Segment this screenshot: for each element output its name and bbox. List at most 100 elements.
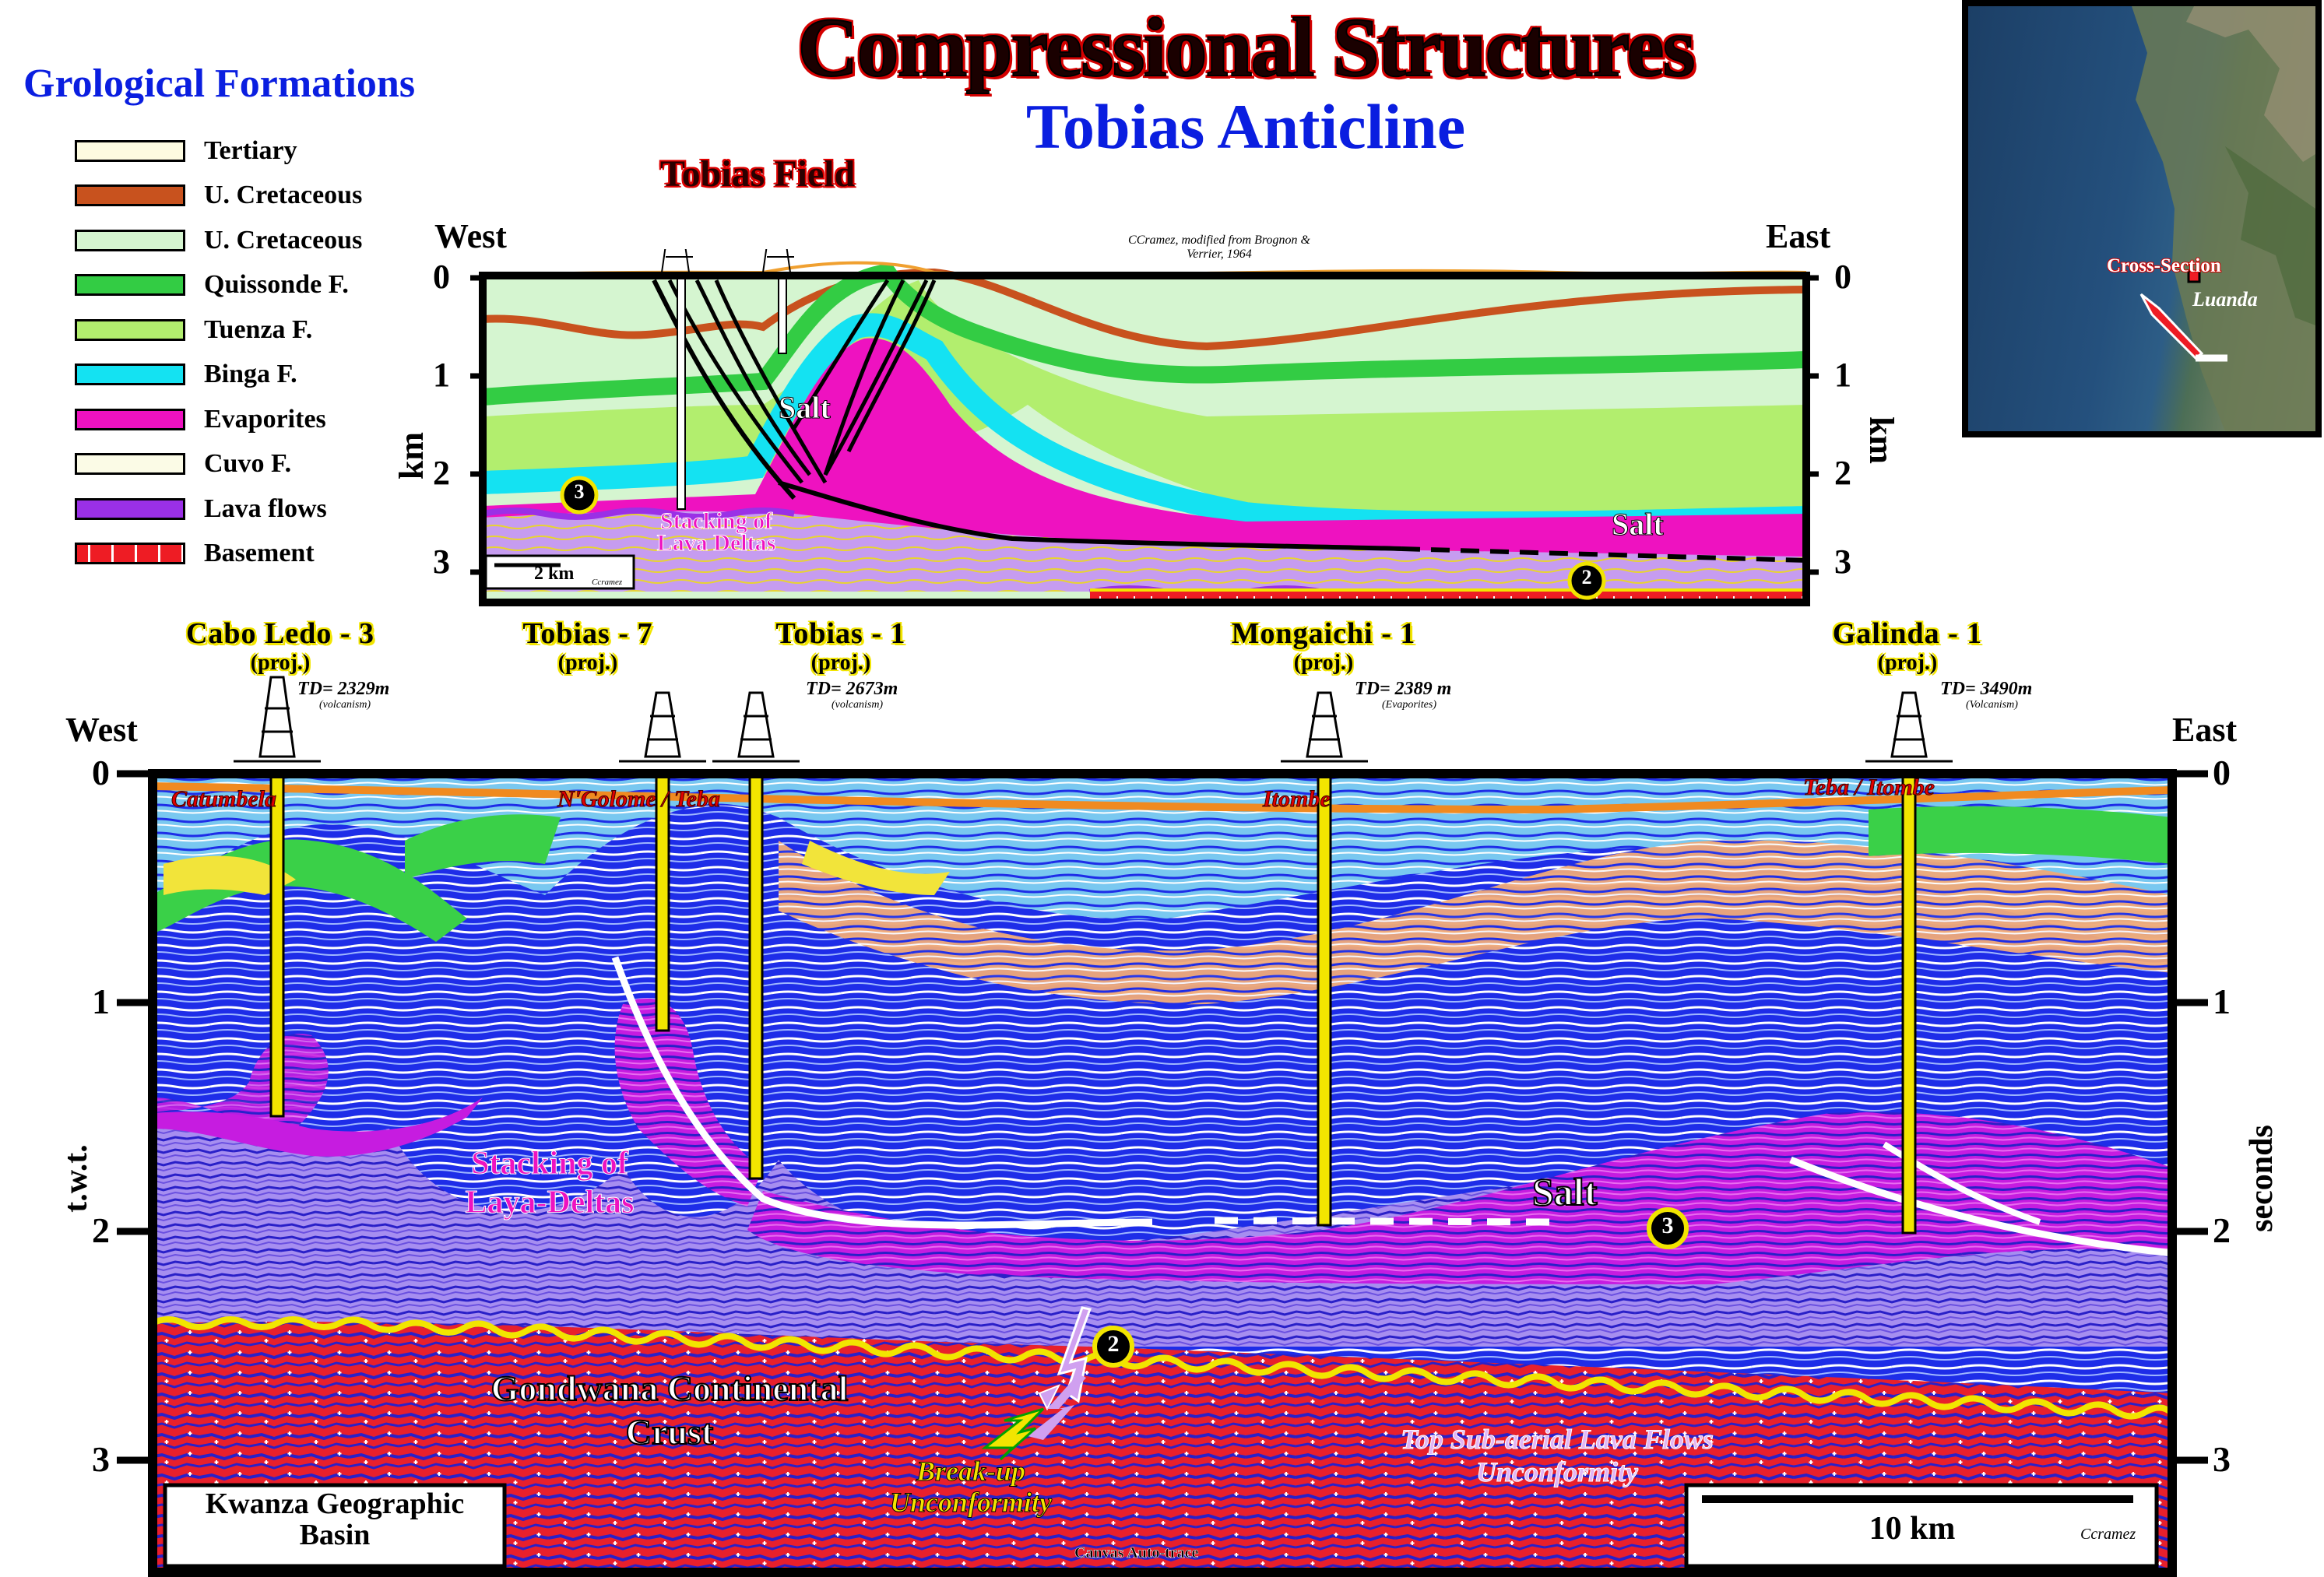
well-td-note: (volcanism) [319, 699, 371, 711]
well-td: TD= 2329m [297, 679, 390, 699]
bottom-east-label: East [2172, 711, 2238, 749]
top-tick-1-right: 1 [1834, 356, 1851, 394]
well-name: Cabo Ledo - 3 [185, 617, 375, 650]
field-teba-itombe: Teba / Itombe [1803, 774, 1935, 801]
lava-unconformity-label: Top Sub-aerial Lava Flows Unconformity [1401, 1424, 1714, 1488]
bottom-tick-2-left: 2 [92, 1210, 110, 1250]
right-axis-label: seconds [2243, 1125, 2280, 1232]
subtitle: Tobias Anticline [1025, 91, 1466, 162]
top-marker-2-label: 2 [1581, 566, 1592, 588]
legend-item: Lava flows [75, 486, 362, 532]
bottom-marker-3-label: 3 [1661, 1213, 1674, 1238]
legend-swatch [75, 274, 185, 297]
legend-swatch [75, 229, 185, 251]
legend-swatch [75, 139, 185, 162]
legend-item: Evaporites [75, 397, 362, 442]
top-tick-2-left: 2 [433, 454, 450, 492]
legend-item: U. Cretaceous [75, 218, 362, 263]
legend-label: Tertiary [204, 135, 297, 165]
top-salt-label-2: Salt [1612, 507, 1665, 543]
tobias-field-label: Tobias Field [660, 153, 856, 195]
crust-label: Gondwana Continental Crust [490, 1368, 849, 1452]
legend-item: Quissonde F. [75, 263, 362, 308]
legend-label: Evaporites [204, 404, 326, 434]
luanda-label: Luanda [2192, 288, 2258, 311]
legend-swatch [75, 543, 185, 565]
top-axis-unit-left: km [392, 431, 431, 480]
legend: Tertiary U. Cretaceous U. Cretaceous Qui… [75, 128, 362, 576]
top-tick-3-right: 3 [1834, 543, 1851, 581]
legend-swatch [75, 453, 185, 476]
legend-swatch [75, 408, 185, 430]
legend-item: U. Cretaceous [75, 174, 362, 219]
well-td: TD= 2389 m [1355, 679, 1452, 699]
breakup-label: Break-up Unconformity [889, 1456, 1052, 1519]
well-mongaichi-1: Mongaichi - 1 (proj.) [1168, 616, 1479, 676]
bottom-marker-2-label: 2 [1107, 1331, 1120, 1357]
legend-label: U. Cretaceous [204, 181, 363, 210]
bottom-tick-3-left: 3 [92, 1439, 110, 1479]
legend-swatch [75, 364, 185, 386]
bottom-marker-2 [1092, 1326, 1134, 1368]
well-td-note: (Evaporites) [1382, 699, 1436, 711]
breakup-bolt [981, 1407, 1045, 1461]
legend-label: Basement [204, 539, 315, 568]
well-td-note: (volcanism) [832, 699, 884, 711]
top-marker-3 [560, 476, 599, 515]
top-tick-0-left: 0 [433, 258, 450, 296]
legend-label: Tuenza F. [204, 314, 313, 344]
seismic-section [117, 676, 2208, 1577]
well-td: TD= 2673m [806, 679, 898, 699]
legend-item: Cuvo F. [75, 442, 362, 487]
legend-swatch [75, 184, 185, 207]
basin-label: Kwanza Geographic Basin [205, 1487, 465, 1551]
map-svg: Cross-Section Luanda [2106, 6, 2315, 431]
location-map: Cross-Section Luanda [1962, 0, 2322, 437]
top-scale-credit: Ccramez [592, 578, 623, 587]
bottom-tick-0-right: 0 [2213, 753, 2231, 792]
well-cabo-ledo-3: Cabo Ledo - 3 (proj.) [117, 616, 444, 676]
bottom-west-label: West [65, 711, 138, 749]
legend-label: Quissonde F. [204, 270, 349, 300]
top-tick-1-left: 1 [433, 356, 450, 394]
legend-label: U. Cretaceous [204, 225, 363, 255]
top-stacking-label: Stacking of Lava Deltas [656, 508, 776, 556]
well-name: Tobias - 7 [522, 617, 653, 650]
top-salt-label-1: Salt [779, 390, 832, 426]
legend-label: Lava flows [204, 493, 327, 523]
top-axis-unit-right: km [1862, 416, 1901, 465]
legend-swatch [75, 318, 185, 341]
well-name: Mongaichi - 1 [1231, 617, 1416, 650]
top-credit: CCramez, modified from Brognon & Verrier… [1128, 234, 1310, 261]
legend-item: Tuenza F. [75, 307, 362, 353]
left-axis-label: t.w.t. [58, 1144, 94, 1213]
bottom-tick-3-right: 3 [2213, 1439, 2231, 1479]
canvas-credit: Canvas Auto-trace [1074, 1544, 1199, 1562]
well-proj: (proj.) [250, 651, 311, 675]
field-ngolome: N'Golome / Teba [557, 786, 721, 813]
legend-label: Cuvo F. [204, 449, 292, 479]
legend-item: Binga F. [75, 353, 362, 398]
bottom-marker-3 [1647, 1207, 1689, 1249]
well-name: Tobias - 1 [775, 617, 906, 650]
well-td-note: (Volcanism) [1966, 699, 2018, 711]
top-cross-section [470, 249, 1819, 606]
bottom-tick-2-right: 2 [2213, 1210, 2231, 1250]
top-scale-label: 2 km [534, 564, 575, 584]
well-proj: (proj.) [1877, 651, 1938, 675]
luanda-marker [2187, 269, 2201, 283]
bottom-salt-label: Salt [1531, 1169, 1598, 1214]
cross-section-label: Cross-Section [2107, 255, 2221, 276]
top-tick-2-right: 2 [1834, 454, 1851, 492]
well-tobias-1: Tobias - 1 (proj.) [724, 616, 958, 676]
top-west-label: West [434, 217, 507, 255]
well-td: TD= 3490m [1940, 679, 2033, 699]
top-marker-3-label: 3 [574, 480, 585, 503]
well-tobias-7: Tobias - 7 (proj.) [467, 616, 708, 676]
legend-swatch [75, 497, 185, 520]
well-name: Galinda - 1 [1832, 617, 1983, 650]
legend-item: Basement [75, 532, 362, 577]
legend-label: Binga F. [204, 360, 297, 389]
legend-item: Tertiary [75, 128, 362, 174]
bottom-stacking-label: Stacking of Laya-Deltas [465, 1146, 635, 1221]
